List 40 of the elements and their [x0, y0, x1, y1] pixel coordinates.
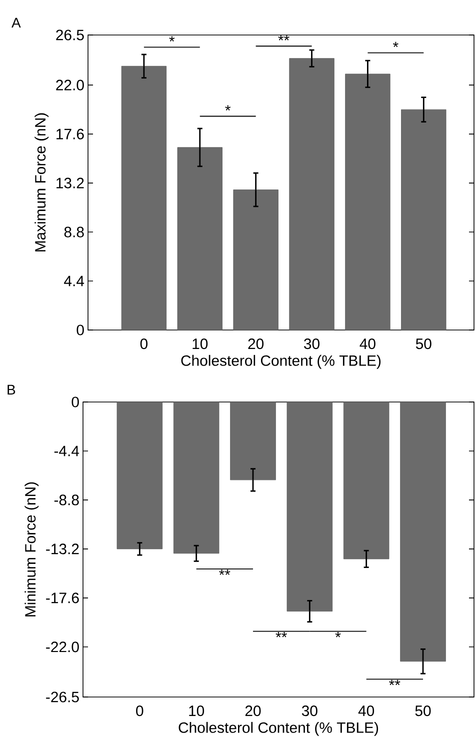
y-tick-label: 0 — [72, 396, 79, 408]
x-tick-label: 30 — [304, 338, 320, 350]
y-tick-label: -17.6 — [46, 592, 79, 604]
x-axis-title: Cholesterol Content (% TBLE) — [181, 354, 381, 369]
x-tick-label: 10 — [192, 338, 208, 350]
y-tick-label: -8.8 — [54, 494, 79, 506]
y-tick-label: 0 — [76, 324, 84, 336]
x-tick-label: 40 — [358, 706, 374, 716]
annotation: ** — [278, 35, 290, 40]
x-tick-label: 40 — [360, 338, 376, 350]
y-tick-label: -13.2 — [46, 544, 79, 554]
annotation: ** — [219, 570, 230, 575]
y-axis-title: Minimum Force (nN) — [24, 482, 39, 616]
y-tick-label: -22.0 — [46, 642, 79, 652]
x-tick-label: 0 — [136, 706, 144, 716]
x-tick-label: 0 — [140, 338, 148, 350]
x-tick-label: 50 — [415, 706, 431, 716]
annotation: * — [335, 632, 341, 638]
x-tick-label: 50 — [416, 338, 432, 350]
y-tick-label: 8.8 — [64, 226, 84, 238]
annotation: * — [393, 42, 398, 48]
y-tick-label: 26.5 — [56, 30, 84, 40]
x-tick-label: 20 — [248, 338, 264, 350]
x-axis-title: Cholesterol Content (% TBLE) — [178, 722, 378, 736]
annotation: ** — [276, 632, 287, 638]
annotation: * — [169, 36, 175, 42]
y-axis-title: Maximum Force (nN) — [34, 113, 49, 252]
annotation: ** — [389, 680, 400, 686]
y-tick-label: -4.4 — [54, 446, 80, 456]
y-tick-label: -26.5 — [46, 692, 79, 702]
y-tick-label: 22.0 — [56, 80, 84, 90]
y-tick-label: 13.2 — [56, 178, 84, 188]
chart-title: A — [12, 18, 21, 28]
y-tick-label: 17.6 — [56, 128, 84, 140]
x-tick-label: 30 — [302, 706, 318, 716]
chart-title: B — [8, 384, 16, 394]
annotation: * — [225, 105, 231, 111]
x-tick-label: 10 — [189, 706, 204, 716]
x-tick-label: 20 — [245, 706, 261, 716]
y-tick-label: 4.4 — [64, 276, 84, 286]
